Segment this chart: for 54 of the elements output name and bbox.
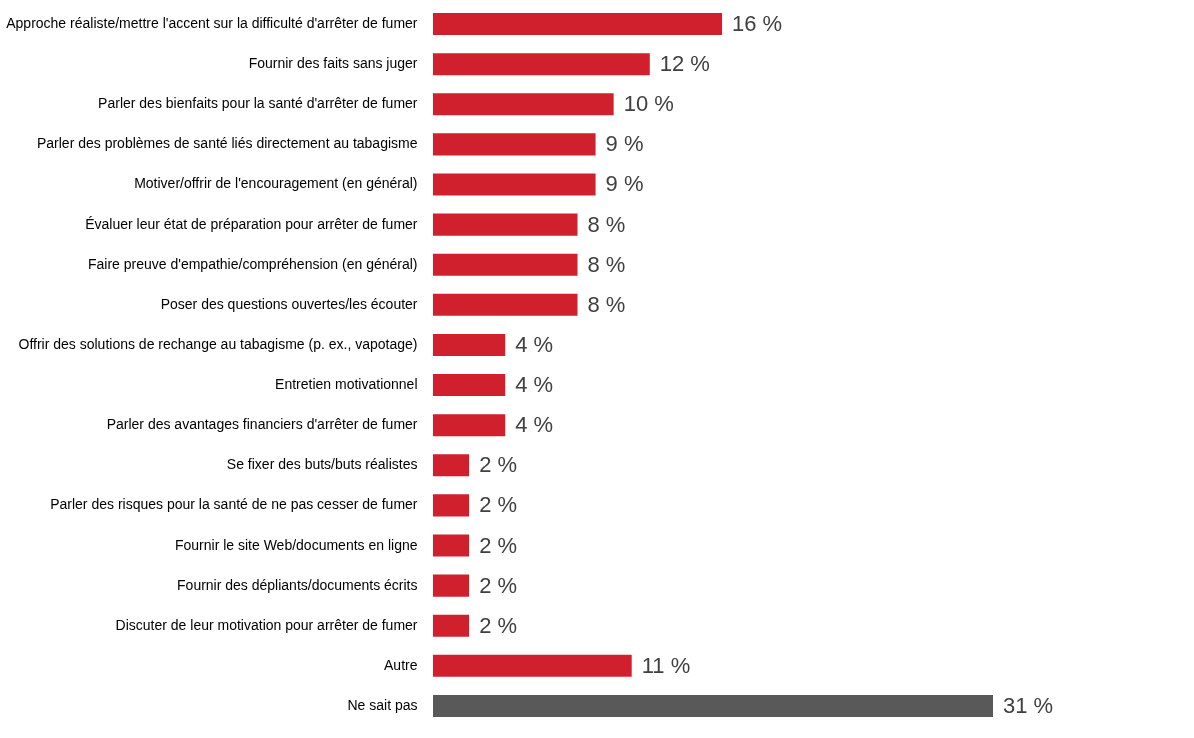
bar [433,454,470,477]
y-tick-label: Approche réaliste/mettre l'accent sur la difficulté d'arrêter de fumer [6,15,418,32]
y-tick-label: Parler des problèmes de santé liés directement au tabagisme [36,135,418,152]
bar [433,374,506,397]
bar [433,213,578,236]
data-label: 2 % [479,612,518,638]
data-label: 11 % [641,652,691,678]
bar [433,13,723,36]
data-label: 8 % [587,251,626,277]
data-label: 4 % [515,412,554,438]
bar [433,614,470,637]
bar [433,173,596,196]
data-label: 31 % [1003,692,1054,718]
bar [433,293,578,316]
y-tick-label: Fournir des faits sans juger [248,55,418,72]
bar [433,53,650,76]
bar [433,93,614,116]
data-label: 4 % [515,372,554,398]
bar [433,133,596,156]
data-label: 12 % [659,51,710,77]
bar [433,574,470,597]
y-tick-label: Faire preuve d'empathie/compréhension (en général) [87,255,418,272]
data-label: 8 % [587,291,626,317]
data-label: 9 % [605,131,644,157]
bar [433,694,993,717]
data-label: 16 % [732,11,783,37]
y-tick-label: Discuter de leur motivation pour arrêter de fumer [115,616,418,633]
y-tick-label: Entretien motivationnel [275,376,418,393]
y-tick-label: Poser des questions ouvertes/les écouter [160,295,418,312]
y-tick-label: Parler des avantages financiers d'arrêter de fumer [106,416,418,433]
bar [433,654,632,677]
y-tick-label: Fournir des dépliants/documents écrits [177,576,418,593]
bar [433,333,506,356]
bar [433,494,470,517]
y-tick-label: Parler des risques pour la santé de ne pas cesser de fumer [50,496,418,513]
bar [433,253,578,276]
y-tick-label: Autre [384,656,418,673]
y-tick-label: Motiver/offrir de l'encouragement (en général) [134,175,418,192]
bar [433,414,506,437]
data-label: 2 % [479,572,518,598]
data-label: 2 % [479,492,518,518]
y-tick-label: Offrir des solutions de rechange au tabagisme (p. ex., vapotage) [18,335,418,352]
data-label: 4 % [515,331,554,357]
y-tick-label: Parler des bienfaits pour la santé d'arrêter de fumer [98,95,418,112]
y-tick-label: Fournir le site Web/documents en ligne [174,536,418,553]
data-label: 9 % [605,171,644,197]
data-label: 10 % [623,91,674,117]
data-label: 2 % [479,532,518,558]
y-tick-label: Ne sait pas [347,696,418,713]
data-label: 8 % [587,211,626,237]
data-label: 2 % [479,452,518,478]
bar [433,534,470,557]
y-tick-label: Évaluer leur état de préparation pour arrêter de fumer [85,215,418,232]
y-tick-label: Se fixer des buts/buts réalistes [226,456,418,473]
